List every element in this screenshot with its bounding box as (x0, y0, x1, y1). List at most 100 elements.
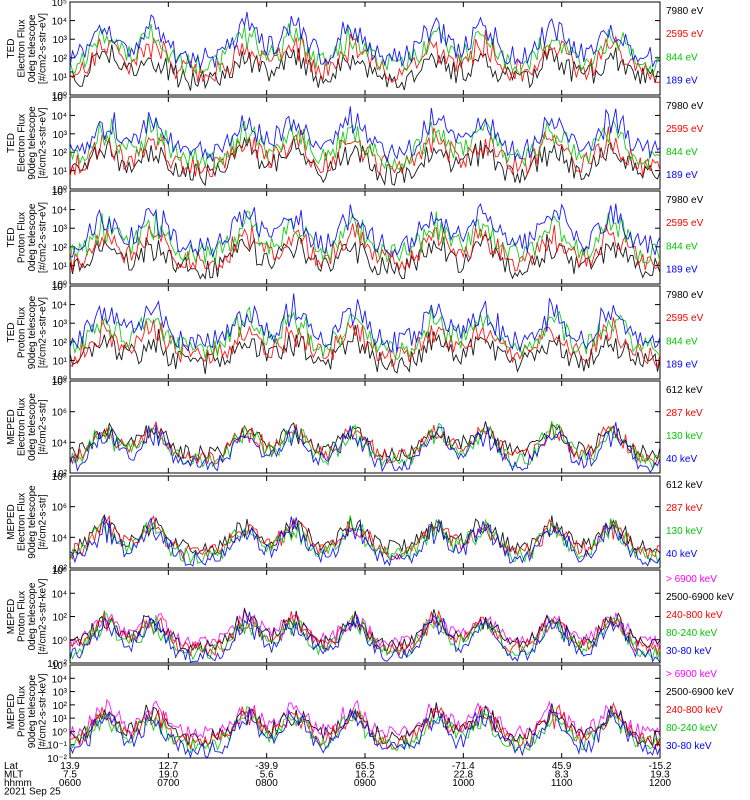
y-tick-label: 10⁰ (52, 636, 67, 647)
y-tick-label: 10⁴ (52, 206, 67, 217)
x-tick-label: -71.4 (452, 761, 475, 772)
x-tick-label: 0800 (256, 778, 279, 789)
series-line-1 (69, 126, 661, 177)
plot-frame (69, 475, 661, 569)
series-line-4 (69, 707, 661, 759)
y-tick-label: 10⁶ (52, 408, 67, 419)
series-line-2 (69, 701, 661, 751)
legend-entry: 189 eV (666, 360, 698, 371)
series-line-3 (69, 11, 661, 70)
y-axis-label-line: [#/cm2-s-str-eV] (38, 202, 49, 273)
y-axis-label: TED Electron Flux 90deg telescope [#/cm2-s-… (6, 106, 49, 180)
legend-entry: 240-800 keV (666, 705, 723, 716)
x-tick-label: 1100 (551, 778, 573, 789)
y-tick-label: 10⁰ (52, 91, 67, 102)
x-tick-label: 65.5 (355, 761, 375, 772)
x-tick-label: 1200 (649, 778, 672, 789)
legend-entry: 30-80 keV (666, 646, 712, 657)
legend-entry: 240-800 keV (666, 610, 723, 621)
legend-entry: 189 eV (666, 76, 698, 87)
y-axis-label-line: MEPED (6, 409, 17, 445)
legend-entry: 844 eV (666, 147, 698, 158)
legend-entry: 612 keV (666, 480, 703, 491)
legend-entry: 2595 eV (666, 313, 704, 324)
legend-entry: 2595 eV (666, 124, 704, 135)
y-axis-label-line: [#/cm2-s-str-keV] (38, 578, 49, 654)
y-tick-label: 10⁵ (52, 0, 67, 9)
legend-entry: 2500-6900 keV (666, 687, 734, 698)
legend-entry: 130 keV (666, 431, 703, 442)
y-tick-label: 10⁶ (52, 566, 67, 577)
y-axis-label-line: [#/cm2-s-str] (38, 399, 49, 455)
y-axis-label-line: 90deg telescope (27, 295, 38, 369)
x-row-label: Lat (4, 761, 18, 772)
y-tick-label: 10⁵ (52, 93, 67, 104)
y-axis-label-line: TED (6, 323, 17, 343)
x-tick-label: 16.2 (355, 770, 375, 781)
legend-entry: 7980 eV (666, 290, 704, 301)
y-axis-label-line: Electron Flux (17, 398, 28, 456)
legend-entry: > 6900 keV (666, 669, 717, 680)
y-tick-label: 10⁵ (52, 282, 67, 293)
date-label: 2021 Sep 25 (4, 787, 61, 798)
y-axis-label-line: MEPED (6, 504, 17, 540)
series-line-2 (69, 306, 661, 361)
y-axis-label-line: [#/cm2-s-str-eV] (38, 13, 49, 84)
y-axis-label-line: Electron Flux (17, 19, 28, 77)
legend-entry: 80-240 keV (666, 628, 717, 639)
legend-entry: 844 eV (666, 336, 698, 347)
y-axis-label: TED Proton Flux 90deg telescope [#/cm2-s-st… (6, 295, 49, 369)
x-tick-label: 5.6 (260, 770, 274, 781)
legend-entry: 287 keV (666, 503, 703, 514)
legend-entry: 2500-6900 keV (666, 592, 734, 603)
legend-entry: > 6900 keV (666, 574, 717, 585)
x-tick-label: 0900 (354, 778, 377, 789)
x-tick-label: 0700 (157, 778, 180, 789)
y-tick-label: 10⁴ (52, 533, 67, 544)
y-axis-label-line: Proton Flux (17, 212, 28, 263)
y-tick-label: 10³ (53, 688, 68, 699)
y-axis-label-line: Proton Flux (17, 591, 28, 642)
y-tick-label: 10⁴ (52, 438, 67, 449)
y-axis-label-line: 0deg telescope (27, 14, 38, 82)
y-tick-label: 10³ (53, 35, 68, 46)
x-tick-label: 12.7 (159, 761, 179, 772)
legend-entry: 80-240 keV (666, 723, 717, 734)
y-tick-label: 10⁶ (52, 503, 67, 514)
y-tick-label: 10⁰ (52, 375, 67, 386)
y-axis-label-line: [#/cm2-s-str-keV] (38, 673, 49, 749)
y-tick-label: 10³ (53, 224, 68, 235)
y-axis-label: TED Electron Flux 0deg telescope [#/cm2-s-s… (6, 13, 49, 84)
y-axis-label: MEPED Electron Flux 90deg telescope [#/cm2-… (6, 485, 49, 559)
x-tick-label: 45.9 (552, 761, 572, 772)
series-line-3 (69, 293, 661, 354)
y-tick-label: 10⁴ (52, 301, 67, 312)
x-tick-label: 19.0 (159, 770, 179, 781)
y-tick-label: 10² (53, 701, 68, 712)
y-tick-label: 10⁸ (52, 472, 67, 483)
y-axis-label: MEPED Electron Flux 0deg telescope [#/cm2-s… (6, 393, 49, 461)
y-tick-label: 10⁴ (52, 589, 67, 600)
y-tick-label: 10¹ (53, 356, 68, 367)
x-row-label: MLT (4, 770, 23, 781)
x-tick-label: -39.9 (255, 761, 278, 772)
y-tick-label: 10² (53, 564, 68, 575)
y-axis-label-line: 90deg telescope (27, 106, 38, 180)
x-tick-label: 8.3 (555, 770, 569, 781)
legend-entry: 844 eV (666, 241, 698, 252)
y-axis-label-line: Proton Flux (17, 307, 28, 358)
y-axis-label-line: MEPED (6, 694, 17, 730)
x-tick-label: 19.3 (650, 770, 670, 781)
y-axis-label-line: 0deg telescope (27, 393, 38, 461)
y-axis-label-line: [#/cm2-s-str-eV] (38, 297, 49, 368)
series-line-4 (69, 611, 661, 663)
series-line-3 (69, 203, 661, 258)
series-line-0 (69, 234, 661, 280)
y-axis-label-line: 90deg telescope (27, 674, 38, 748)
y-tick-label: 10² (53, 54, 68, 65)
